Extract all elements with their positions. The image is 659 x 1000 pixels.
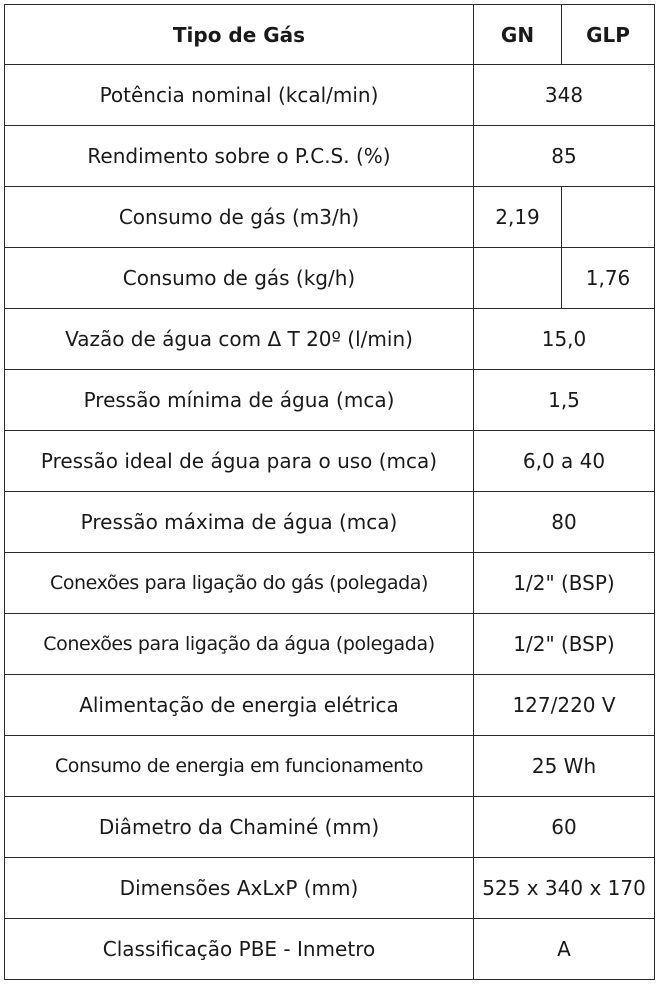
row-label: Diâmetro da Chaminé (mm) bbox=[4, 796, 474, 858]
row-value: 1,5 bbox=[473, 369, 655, 431]
spec-table: Tipo de Gás GN GLP Potência nominal (kca… bbox=[4, 4, 655, 980]
row-value: 6,0 a 40 bbox=[473, 430, 655, 492]
header-glp: GLP bbox=[561, 4, 655, 65]
row-label: Consumo de gás (kg/h) bbox=[4, 247, 474, 309]
row-value: 15,0 bbox=[473, 308, 655, 370]
table-row: Rendimento sobre o P.C.S. (%) 85 bbox=[4, 125, 655, 187]
row-label: Classificação PBE - Inmetro bbox=[4, 918, 474, 980]
table-row: Conexões para ligação do gás (polegada) … bbox=[4, 552, 655, 614]
row-label: Dimensões AxLxP (mm) bbox=[4, 857, 474, 919]
table-row: Consumo de gás (m3/h) 2,19 bbox=[4, 186, 655, 248]
row-value: 85 bbox=[473, 125, 655, 187]
table-row: Consumo de gás (kg/h) 1,76 bbox=[4, 247, 655, 309]
row-label: Rendimento sobre o P.C.S. (%) bbox=[4, 125, 474, 187]
row-value: 1/2" (BSP) bbox=[473, 552, 655, 614]
row-label: Pressão máxima de água (mca) bbox=[4, 491, 474, 553]
table-row: Potência nominal (kcal/min) 348 bbox=[4, 64, 655, 126]
row-label: Pressão ideal de água para o uso (mca) bbox=[4, 430, 474, 492]
row-value: 348 bbox=[473, 64, 655, 126]
row-label: Potência nominal (kcal/min) bbox=[4, 64, 474, 126]
table-row: Consumo de energia em funcionamento 25 W… bbox=[4, 735, 655, 797]
row-label: Conexões para ligação da água (polegada) bbox=[4, 613, 474, 675]
row-value: 1/2" (BSP) bbox=[473, 613, 655, 675]
row-label: Vazão de água com Δ T 20º (l/min) bbox=[4, 308, 474, 370]
table-row: Vazão de água com Δ T 20º (l/min) 15,0 bbox=[4, 308, 655, 370]
row-label: Consumo de energia em funcionamento bbox=[4, 735, 474, 797]
row-label: Alimentação de energia elétrica bbox=[4, 674, 474, 736]
row-value-gn bbox=[473, 247, 562, 309]
table-row: Dimensões AxLxP (mm) 525 x 340 x 170 bbox=[4, 857, 655, 919]
row-label: Consumo de gás (m3/h) bbox=[4, 186, 474, 248]
table-row: Conexões para ligação da água (polegada)… bbox=[4, 613, 655, 675]
table-row: Diâmetro da Chaminé (mm) 60 bbox=[4, 796, 655, 858]
row-value: A bbox=[473, 918, 655, 980]
table-row: Pressão ideal de água para o uso (mca) 6… bbox=[4, 430, 655, 492]
row-value-glp: 1,76 bbox=[561, 247, 655, 309]
row-label: Pressão mínima de água (mca) bbox=[4, 369, 474, 431]
table-row: Alimentação de energia elétrica 127/220 … bbox=[4, 674, 655, 736]
table-row: Pressão máxima de água (mca) 80 bbox=[4, 491, 655, 553]
header-row: Tipo de Gás GN GLP bbox=[4, 4, 655, 65]
row-value: 525 x 340 x 170 bbox=[473, 857, 655, 919]
row-value-glp bbox=[561, 186, 655, 248]
header-gas-type: Tipo de Gás bbox=[4, 4, 474, 65]
row-label: Conexões para ligação do gás (polegada) bbox=[4, 552, 474, 614]
row-value: 80 bbox=[473, 491, 655, 553]
table-row: Classificação PBE - Inmetro A bbox=[4, 918, 655, 980]
table-row: Pressão mínima de água (mca) 1,5 bbox=[4, 369, 655, 431]
header-gn: GN bbox=[473, 4, 562, 65]
row-value: 60 bbox=[473, 796, 655, 858]
row-value: 127/220 V bbox=[473, 674, 655, 736]
row-value: 25 Wh bbox=[473, 735, 655, 797]
row-value-gn: 2,19 bbox=[473, 186, 562, 248]
